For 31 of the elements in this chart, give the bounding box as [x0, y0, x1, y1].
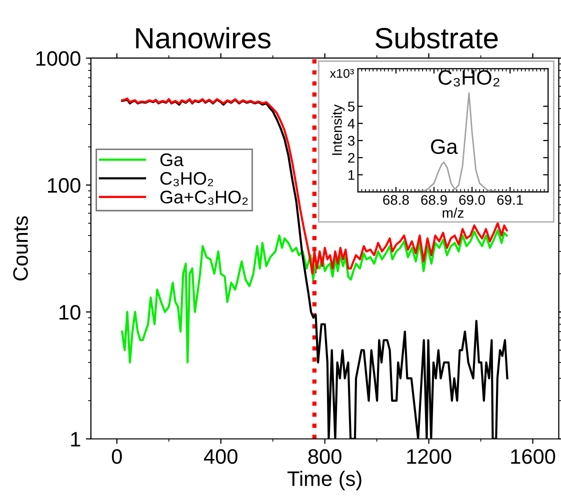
x-tick-label: 69.1 — [497, 195, 523, 205]
legend-label: Ga+C₃HO₂ — [160, 190, 248, 205]
y-tick-label: 10 — [60, 304, 80, 320]
text: Substrate — [376, 27, 498, 49]
legend-label: C₃HO₂ — [160, 172, 214, 186]
text: Nanowires — [136, 27, 270, 49]
y-tick-label: 1 — [348, 170, 354, 180]
y-tick-label: 5 — [348, 102, 355, 112]
y-tick-label: 1 — [71, 432, 80, 446]
y-axis-title: Intensity — [332, 104, 345, 155]
x-axis-title: Time (s) — [287, 470, 362, 490]
y-tick-label: 2 — [348, 152, 354, 163]
annotation: Ga — [431, 139, 458, 154]
x-tick-label: 68.8 — [383, 195, 409, 205]
x-tick-label: 1600 — [511, 449, 556, 464]
x-axis-title: m/z — [442, 208, 464, 218]
x-tick-label: 68.9 — [421, 195, 447, 205]
line-series — [121, 229, 508, 364]
y-tick-label: 100 — [48, 178, 80, 193]
y-tick-label: 1000 — [36, 51, 80, 66]
annotation: x10³ — [330, 68, 354, 78]
annotation: C₃HO₂ — [438, 70, 500, 87]
x-tick-label: 1200 — [407, 449, 452, 464]
x-tick-label: 800 — [308, 449, 342, 464]
x-tick-label: 400 — [204, 449, 238, 464]
legend-label: Ga — [160, 153, 184, 166]
y-axis-title: Counts — [13, 216, 28, 280]
x-tick-label: 0 — [112, 449, 122, 464]
y-tick-label: 3 — [348, 136, 355, 146]
x-tick-label: 69.0 — [459, 195, 485, 205]
y-tick-label: 4 — [348, 118, 355, 128]
